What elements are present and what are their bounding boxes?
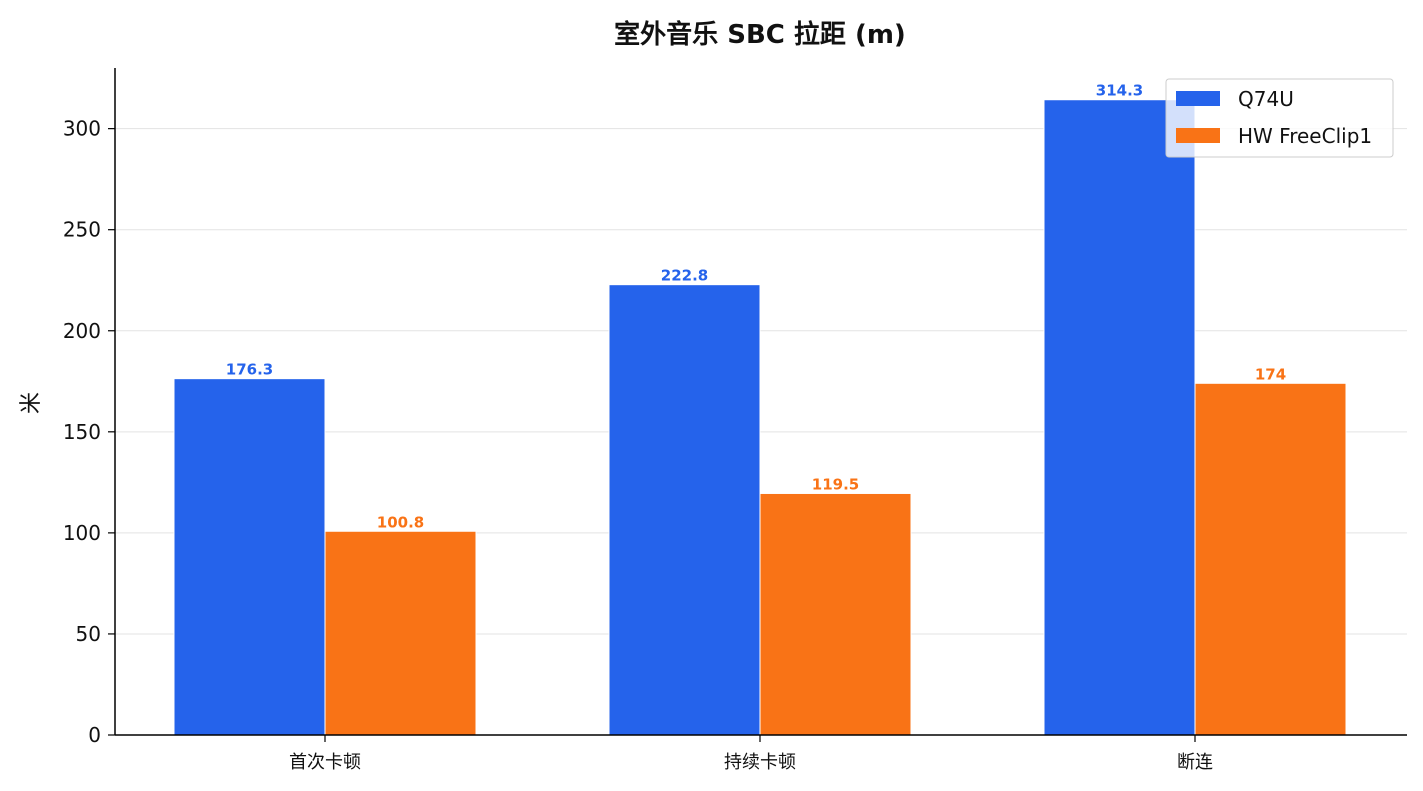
legend-label-hw-freeclip1: HW FreeClip1 — [1238, 124, 1372, 148]
x-ticks: 首次卡顿 持续卡顿 断连 — [289, 735, 1213, 773]
bar-hw-freeclip1-1 — [759, 492, 912, 736]
y-tick-label: 150 — [63, 420, 101, 444]
bar-q74u-1 — [608, 284, 761, 736]
data-label-hw-freeclip1-1: 119.5 — [812, 475, 859, 493]
data-label-q74u-2: 314.3 — [1096, 82, 1143, 100]
legend-frame — [1165, 78, 1394, 158]
bar-hw-freeclip1-0 — [324, 530, 477, 736]
bar-q74u-2 — [1043, 99, 1196, 736]
data-label-q74u-0: 176.3 — [226, 361, 273, 379]
axes — [114, 68, 1407, 736]
y-tick-label: 300 — [63, 117, 101, 141]
data-label-hw-freeclip1-0: 100.8 — [377, 513, 424, 531]
legend-label-q74u: Q74U — [1238, 87, 1294, 111]
legend-swatch-q74u — [1176, 91, 1220, 106]
legend-swatch-hw-freeclip1 — [1176, 128, 1220, 143]
legend: Q74U HW FreeClip1 — [1165, 78, 1394, 158]
bar-hw-freeclip1-2 — [1194, 382, 1347, 736]
x-tick-label: 首次卡顿 — [289, 752, 361, 773]
y-tick-label: 0 — [88, 723, 101, 747]
y-tick-label: 250 — [63, 218, 101, 242]
y-tick-label: 50 — [76, 622, 101, 646]
chart-title: 室外音乐 SBC 拉距 (m) — [614, 19, 906, 50]
bar-q74u-0 — [173, 378, 326, 736]
y-ticks: 0 50 100 150 200 250 300 — [63, 117, 115, 747]
y-axis-label: 米 — [19, 392, 44, 414]
data-labels: 176.3 100.8 222.8 119.5 314.3 174 — [226, 82, 1286, 532]
data-label-q74u-1: 222.8 — [661, 267, 708, 285]
y-tick-label: 200 — [63, 319, 101, 343]
bars — [173, 99, 1347, 736]
y-tick-label: 100 — [63, 521, 101, 545]
x-tick-label: 断连 — [1177, 752, 1213, 773]
x-tick-label: 持续卡顿 — [724, 752, 796, 773]
data-label-hw-freeclip1-2: 174 — [1255, 365, 1286, 383]
